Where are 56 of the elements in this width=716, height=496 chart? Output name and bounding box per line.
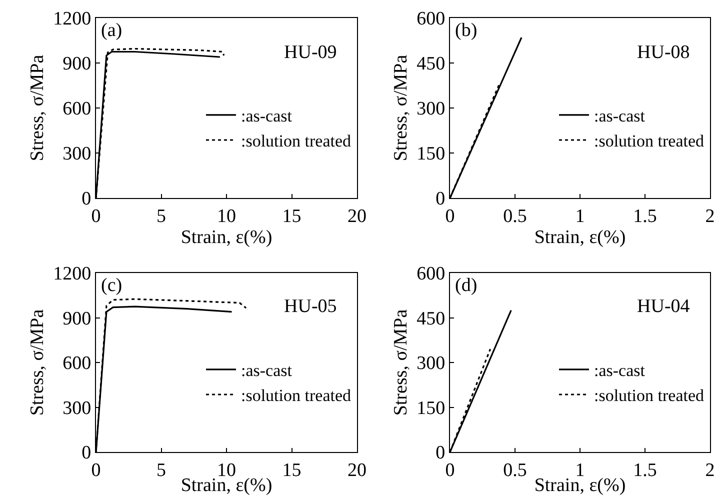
annotation: HU-04	[637, 296, 690, 317]
y-tick-label: 900	[62, 54, 92, 75]
y-tick-label: 150	[416, 144, 446, 165]
x-tick-label: 20	[348, 206, 366, 227]
y-tick-label: 600	[416, 8, 446, 30]
x-tick-label: 1.5	[633, 206, 657, 227]
y-tick-label: 0	[436, 188, 446, 210]
y-tick-label: 600	[416, 264, 446, 285]
y-tick-label: 1200	[53, 8, 92, 30]
x-axis-title: Strain, ε(%)	[180, 226, 272, 248]
legend-label: :as-cast	[241, 361, 292, 380]
y-tick-label: 600	[62, 98, 92, 120]
x-tick-label: 5	[156, 460, 166, 481]
y-tick-label: 600	[62, 353, 92, 374]
y-axis-title: Stress, σ/MPa	[26, 308, 48, 416]
legend-label: :as-cast	[594, 106, 646, 126]
y-tick-label: 0	[82, 442, 92, 464]
x-tick-label: 5	[156, 206, 166, 227]
y-tick-label: 300	[416, 98, 446, 120]
y-tick-label: 1200	[53, 264, 92, 285]
x-tick-label: 15	[282, 206, 302, 227]
x-tick-label: 15	[282, 460, 302, 481]
legend-label: :solution treated	[594, 386, 704, 406]
y-tick-label: 900	[62, 308, 92, 330]
x-tick-label: 1.5	[633, 460, 657, 481]
legend-label: :as-cast	[241, 106, 292, 126]
x-tick-label: 2	[705, 206, 715, 227]
x-tick-label: 0.5	[503, 460, 527, 481]
y-tick-label: 300	[62, 144, 92, 165]
legend-label: :solution treated	[241, 386, 352, 406]
legend-label: :as-cast	[594, 361, 646, 380]
x-tick-label: 2	[705, 460, 715, 481]
annotation: (d)	[455, 275, 478, 296]
legend-label: :solution treated	[594, 132, 704, 151]
y-axis-title: Stress, σ/MPa	[26, 54, 48, 162]
y-axis-title: Stress, σ/MPa	[390, 308, 412, 416]
annotation: HU-08	[637, 42, 690, 63]
y-tick-label: 450	[416, 308, 446, 330]
y-tick-label: 300	[62, 398, 92, 419]
annotation: HU-05	[284, 296, 337, 317]
annotation: HU-09	[284, 42, 337, 63]
annotation: (c)	[101, 275, 122, 296]
y-axis-title: Stress, σ/MPa	[390, 54, 412, 162]
x-tick-label: 0.5	[503, 206, 527, 227]
y-tick-label: 0	[436, 442, 446, 464]
y-tick-label: 300	[416, 353, 446, 374]
x-tick-label: 10	[217, 206, 236, 227]
y-tick-label: 150	[416, 398, 446, 419]
annotation: (b)	[455, 20, 478, 41]
legend-label: :solution treated	[241, 132, 352, 151]
x-axis-title: Strain, ε(%)	[534, 226, 626, 248]
x-tick-label: 20	[348, 460, 366, 481]
annotation: (a)	[101, 20, 122, 41]
y-tick-label: 450	[416, 54, 446, 75]
x-tick-label: 1	[575, 206, 585, 227]
y-tick-label: 0	[82, 188, 92, 210]
